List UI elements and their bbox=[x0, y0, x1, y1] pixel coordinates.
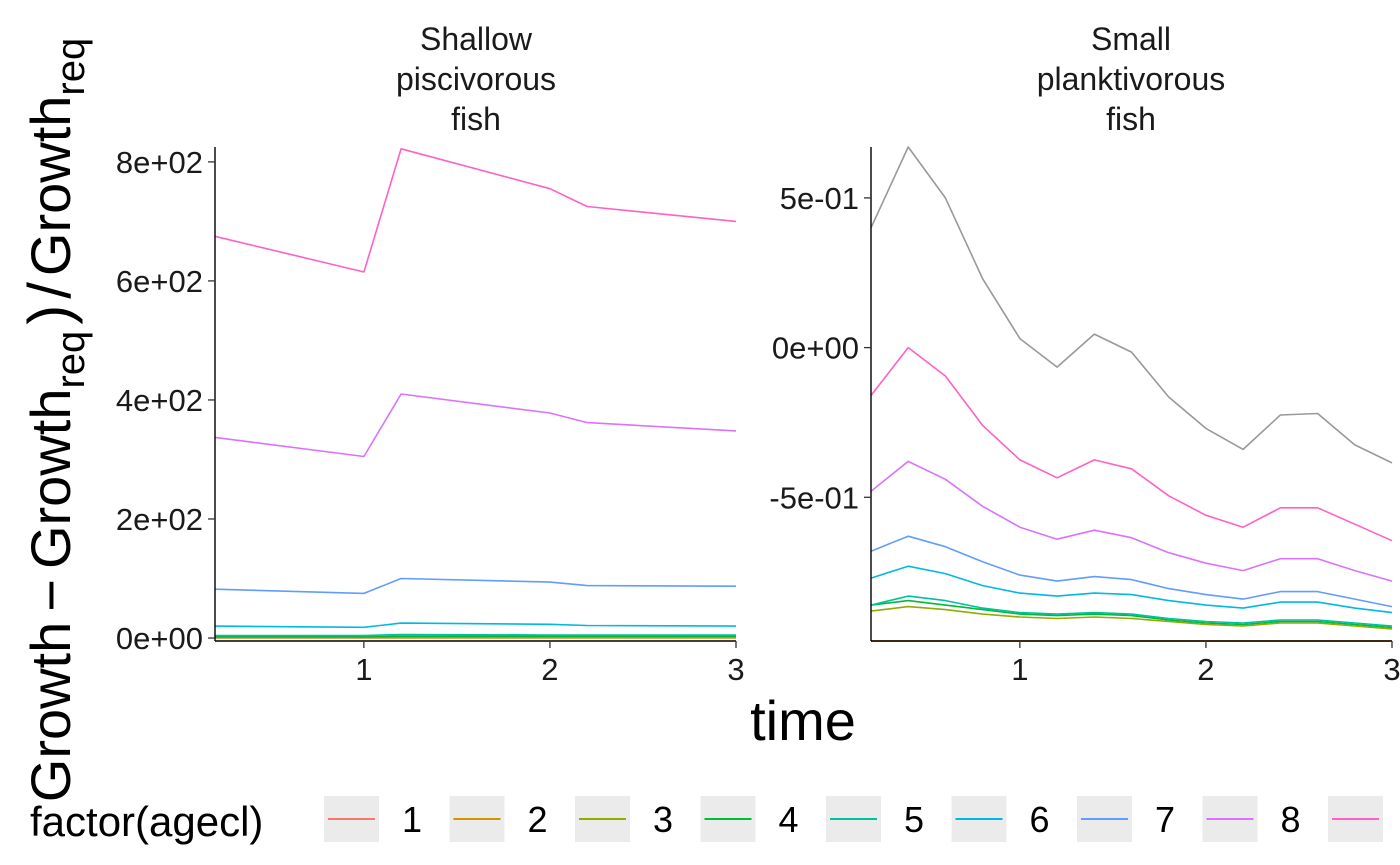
panel-2: Small planktivorous fish 1 2 3 -5e-01 0e+00 5e-0… bbox=[769, 21, 1400, 687]
x-tick-label: 1 bbox=[355, 652, 372, 687]
series-line-4 bbox=[870, 599, 1393, 629]
y-axis-title-suffix-sub: req bbox=[49, 38, 93, 96]
y-tick-label: 0e+00 bbox=[116, 621, 203, 656]
series-line-9 bbox=[870, 346, 1393, 542]
panel-title-line: fish bbox=[451, 101, 501, 137]
x-tick-label: 2 bbox=[1197, 652, 1214, 687]
legend-label: 3 bbox=[653, 799, 673, 840]
series-lines bbox=[214, 148, 737, 639]
x-axis-title: time bbox=[750, 689, 856, 752]
x-tick-label: 3 bbox=[727, 652, 744, 687]
series-line-5 bbox=[215, 633, 736, 637]
legend-item-2: 2 bbox=[449, 796, 548, 842]
series-line-8 bbox=[870, 460, 1393, 582]
legend-label: 1 bbox=[402, 799, 422, 840]
chart-panels: Shallow piscivorous fish 1 2 3 0e+00 2e+02 4e+02… bbox=[116, 21, 1400, 687]
series-line-3 bbox=[870, 605, 1393, 630]
legend-item-9 bbox=[1328, 796, 1383, 842]
legend-label: 6 bbox=[1029, 799, 1049, 840]
y-axis-title-slash: / bbox=[16, 282, 83, 299]
series-line-10 bbox=[870, 146, 1393, 464]
panel-title-line: piscivorous bbox=[396, 61, 556, 97]
y-axis-title-main: Growth bbox=[19, 622, 82, 803]
panel-title-line: Shallow bbox=[420, 21, 533, 57]
y-tick-label: 2e+02 bbox=[116, 502, 203, 537]
legend-item-7: 7 bbox=[1077, 796, 1175, 842]
series-line-6 bbox=[214, 622, 737, 629]
y-tick-label: 5e-01 bbox=[780, 181, 859, 216]
x-tick-label: 2 bbox=[541, 652, 558, 687]
y-axis-title: Growth−Growthreq)/Growthreq bbox=[16, 38, 93, 802]
legend-item-8: 8 bbox=[1202, 796, 1301, 842]
x-tick-label: 1 bbox=[1011, 652, 1028, 687]
y-tick-label: 4e+02 bbox=[116, 383, 203, 418]
legend-label: 5 bbox=[904, 799, 924, 840]
legend-label: 7 bbox=[1155, 799, 1175, 840]
y-tick-label: 6e+02 bbox=[116, 264, 203, 299]
series-line-4 bbox=[215, 635, 736, 638]
series-line-8 bbox=[214, 393, 737, 458]
y-axis-title-paren: ) bbox=[16, 305, 83, 325]
y-tick-label: 8e+02 bbox=[116, 145, 203, 180]
panel-title-line: Small bbox=[1091, 21, 1171, 57]
series-line-7 bbox=[870, 535, 1393, 608]
y-axis-title-minus: − bbox=[19, 579, 82, 612]
y-axis-title-term: Growth bbox=[19, 389, 82, 570]
legend: factor(agecl) 1 2 3 4 5 6 7 8 bbox=[30, 796, 1383, 845]
legend-item-5: 5 bbox=[826, 796, 924, 842]
legend-item-4: 4 bbox=[700, 796, 799, 842]
y-axis-title-sub: req bbox=[49, 331, 93, 389]
panel-title-line: planktivorous bbox=[1037, 61, 1226, 97]
legend-item-3: 3 bbox=[575, 796, 673, 842]
series-lines bbox=[870, 146, 1393, 642]
legend-title: factor(agecl) bbox=[30, 798, 263, 845]
y-tick-label: 0e+00 bbox=[772, 331, 859, 366]
series-line-9 bbox=[214, 148, 737, 273]
legend-item-6: 6 bbox=[951, 796, 1050, 842]
series-line-6 bbox=[870, 565, 1393, 614]
legend-item-1: 1 bbox=[324, 796, 422, 842]
legend-items: 1 2 3 4 5 6 7 8 bbox=[324, 796, 1383, 842]
panel-title-line: fish bbox=[1106, 101, 1156, 137]
legend-label: 4 bbox=[778, 799, 798, 840]
x-tick-label: 3 bbox=[1383, 652, 1400, 687]
legend-label: 2 bbox=[527, 799, 547, 840]
series-line-7 bbox=[214, 577, 737, 595]
y-axis-title-suffix: Growth bbox=[19, 96, 82, 277]
y-tick-label: -5e-01 bbox=[769, 480, 859, 515]
series-line-5 bbox=[870, 595, 1393, 627]
panel-1: Shallow piscivorous fish 1 2 3 0e+00 2e+02 4e+02… bbox=[116, 21, 745, 687]
legend-label: 8 bbox=[1280, 799, 1300, 840]
